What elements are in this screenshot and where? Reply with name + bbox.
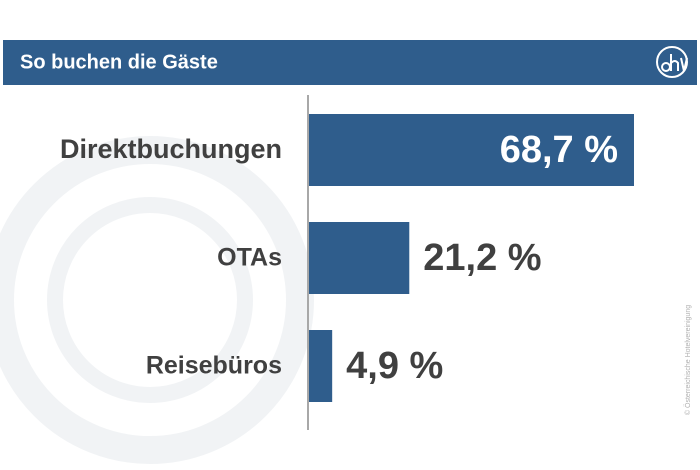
source: © Österreichische Hotelvereinigung <box>684 305 692 415</box>
watermark <box>0 136 314 464</box>
header-bar <box>3 40 697 85</box>
category-label: Direktbuchungen <box>60 134 282 164</box>
chart-title: So buchen die Gäste <box>20 51 218 73</box>
bar <box>309 222 410 294</box>
category-label: OTAs <box>217 244 282 272</box>
value-label: 21,2 % <box>423 237 541 279</box>
bar <box>309 330 333 402</box>
bar <box>309 114 634 186</box>
logo <box>656 46 688 78</box>
category-label: Reisebüros <box>146 352 282 380</box>
value-label: 4,9 % <box>346 345 443 387</box>
value-label: 68,7 % <box>500 129 618 171</box>
